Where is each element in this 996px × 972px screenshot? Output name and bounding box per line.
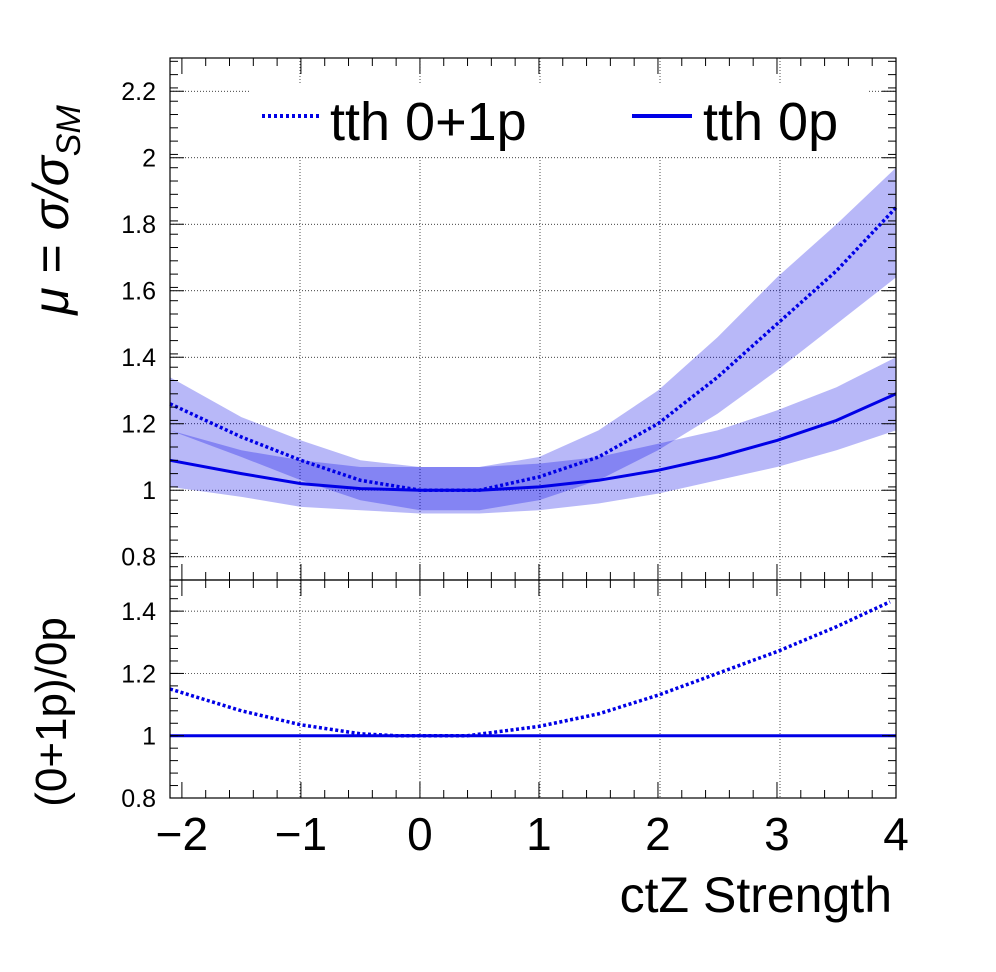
top-y-axis-title: μ = σ/σSM — [23, 105, 88, 317]
ratio-dotted-line — [169, 600, 891, 738]
top-y-tick-label: 2.2 — [121, 78, 156, 106]
x-tick-label: 2 — [645, 808, 671, 860]
top-y-tick-label: 0.8 — [121, 544, 156, 572]
ratio-y-tick-label: 1 — [142, 723, 156, 751]
top-y-tick-label: 1.6 — [121, 278, 156, 306]
x-tick-label: 0 — [407, 808, 433, 860]
top-y-tick-label: 2 — [142, 145, 156, 173]
top-y-axis-title-mu: μ — [23, 287, 79, 316]
top-y-axis-title-sub: SM — [50, 105, 88, 157]
x-tick-label: −1 — [275, 808, 327, 860]
top-y-tick-label: 1.4 — [121, 344, 156, 372]
top-y-tick-label: 1.8 — [121, 211, 156, 239]
top-y-axis-title-sigma: σ/σ — [23, 154, 79, 230]
x-tick-label: 4 — [883, 808, 909, 860]
x-tick-label: 1 — [526, 808, 552, 860]
top-panel: 0.8 1 1.2 1.4 1.6 1.8 2 2.2 — [121, 57, 898, 581]
top-uncertainty-band — [170, 167, 896, 511]
legend-label-tth-0p: tth 0p — [703, 92, 838, 152]
legend-label-tth-0-1p: tth 0+1p — [330, 92, 527, 152]
top-y-tick-label: 1 — [142, 477, 156, 505]
top-y-tick-label: 1.2 — [121, 411, 156, 439]
ratio-panel: 0.8 1 1.2 1.4 −2 −1 0 1 2 3 4 — [121, 579, 909, 860]
ratio-y-axis-title: (0+1p)/0p — [27, 617, 76, 807]
top-dotted-line — [169, 206, 898, 492]
ratio-frame — [169, 579, 897, 799]
legend-box — [250, 85, 868, 157]
x-axis-title: ctZ Strength — [620, 867, 892, 923]
ratio-y-tick-label: 0.8 — [121, 785, 156, 813]
top-y-axis-title-eq: = — [23, 230, 79, 287]
ratio-y-tick-label: 1.4 — [121, 598, 156, 626]
top-solid-line — [169, 392, 897, 492]
x-tick-label: −2 — [156, 808, 208, 860]
legend: tth 0+1p tth 0p — [250, 85, 868, 157]
ratio-y-tick-label: 1.2 — [121, 660, 156, 688]
x-tick-label: 3 — [764, 808, 790, 860]
top-uncertainty-band — [170, 357, 896, 514]
